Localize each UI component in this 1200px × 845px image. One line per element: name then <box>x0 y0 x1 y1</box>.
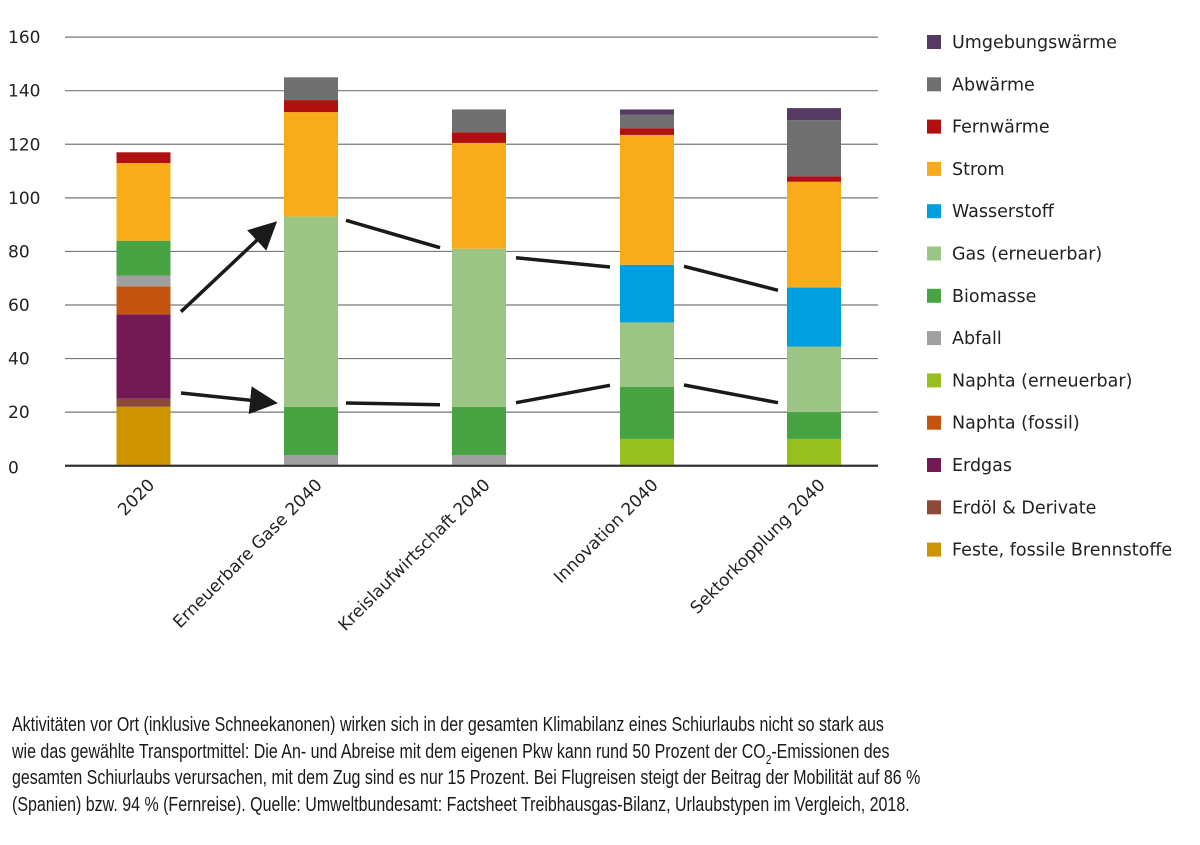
bar-segment <box>620 322 674 387</box>
bar-segment <box>787 287 841 347</box>
bar-segment <box>787 120 841 177</box>
bar-segment <box>452 132 506 143</box>
bar-segment <box>787 438 841 466</box>
legend-swatch <box>927 246 941 261</box>
caption-line: Aktivitäten vor Ort (inklusive Schneekan… <box>12 713 884 736</box>
bar-segment <box>116 163 171 241</box>
bar-segment <box>116 406 171 466</box>
y-tick-label: 140 <box>8 82 40 102</box>
x-tick-label: Erneuerbare Gase 2040 <box>169 475 326 632</box>
bar-segment <box>452 109 506 133</box>
legend-label: Fernwärme <box>952 118 1050 138</box>
legend-label: Umgebungswärme <box>952 33 1117 53</box>
legend-swatch <box>927 77 941 92</box>
caption-line: gesamten Schiurlaubs verursachen, mit de… <box>12 766 921 790</box>
legend-label: Naphta (fossil) <box>952 414 1080 434</box>
legend-label: Wasserstoff <box>952 202 1055 222</box>
bar-segment <box>284 77 338 101</box>
bar-segment <box>787 108 841 121</box>
legend-swatch <box>927 542 941 557</box>
connector-line <box>683 264 779 292</box>
y-tick-label: 120 <box>8 135 40 155</box>
y-tick-label: 60 <box>8 296 30 316</box>
connector-line <box>515 255 611 269</box>
legend-label: Abfall <box>952 329 1002 349</box>
y-tick-label: 80 <box>8 242 30 262</box>
bar-segment <box>620 438 674 466</box>
bar-segment <box>620 264 674 323</box>
x-tick-label: Innovation 2040 <box>550 475 662 587</box>
legend-swatch <box>927 288 941 303</box>
bar-segment <box>452 142 506 249</box>
legend-label: Erdöl & Derivate <box>952 498 1096 518</box>
legend-swatch <box>927 204 941 219</box>
bar-segment <box>284 406 338 455</box>
bar-segment <box>452 406 506 455</box>
legend-swatch <box>927 500 941 515</box>
legend-label: Strom <box>952 160 1005 180</box>
bar-segment <box>787 181 841 288</box>
x-tick-label: 2020 <box>114 475 159 520</box>
legend-swatch <box>927 119 941 134</box>
legend-swatch <box>927 415 941 430</box>
bar-segment <box>116 314 171 399</box>
bar-segment <box>116 152 171 164</box>
legend-label: Erdgas <box>952 456 1012 476</box>
y-tick-label: 160 <box>8 28 40 48</box>
bar-segment <box>284 100 338 113</box>
connector-line <box>345 218 441 250</box>
bar-segment <box>116 398 171 407</box>
arrow <box>180 386 278 415</box>
bar-segment <box>284 454 338 466</box>
bar-segment <box>620 386 674 439</box>
caption-line: (Spanien) bzw. 94 % (Fernreise). Quelle:… <box>12 793 910 817</box>
connector-line <box>345 401 441 407</box>
bar-segment <box>452 248 506 407</box>
legend-label: Feste, fossile Brennstoffe <box>952 541 1172 561</box>
x-tick-label: Kreislaufwirtschaft 2040 <box>335 475 495 635</box>
legend-swatch <box>927 458 941 472</box>
bar-segment <box>284 112 338 217</box>
bar-segment <box>620 114 674 129</box>
y-tick-label: 20 <box>8 403 30 423</box>
caption: Aktivitäten vor Ort (inklusive Schneekan… <box>12 712 1200 819</box>
arrow <box>179 221 278 313</box>
bar-segment <box>620 109 674 115</box>
legend-swatch <box>927 35 941 49</box>
legend-label: Biomasse <box>952 287 1036 307</box>
legend-swatch <box>927 331 941 346</box>
y-tick-label: 100 <box>8 189 40 209</box>
bar-segment <box>620 134 674 265</box>
bar-segment <box>787 346 841 413</box>
bar-segment <box>116 240 171 276</box>
bar-segment <box>116 275 171 287</box>
connector-line <box>683 383 779 405</box>
bar-segment <box>452 454 506 466</box>
y-tick-label: 40 <box>8 350 30 370</box>
caption-line: wie das gewählte Transportmittel: Die An… <box>12 739 890 767</box>
legend-label: Abwärme <box>952 75 1035 95</box>
bar-segment <box>620 128 674 135</box>
bar-segment <box>116 286 171 315</box>
bar-segment <box>787 176 841 182</box>
legend-label: Naphta (erneuerbar) <box>952 371 1132 391</box>
x-tick-label: Sektorkopplung 2040 <box>687 475 830 618</box>
bar-segment <box>284 216 338 407</box>
legend-swatch <box>927 161 941 176</box>
stacked-bar-chart: 0 20 40 60 80 100 120 140 160 2020 Erneuerbare Gas… <box>8 28 1172 635</box>
connector-line <box>515 383 611 405</box>
bar-segment <box>787 412 841 439</box>
y-tick-label: 0 <box>8 459 19 479</box>
legend-label: Gas (erneuerbar) <box>952 245 1102 265</box>
legend-swatch <box>927 373 941 388</box>
